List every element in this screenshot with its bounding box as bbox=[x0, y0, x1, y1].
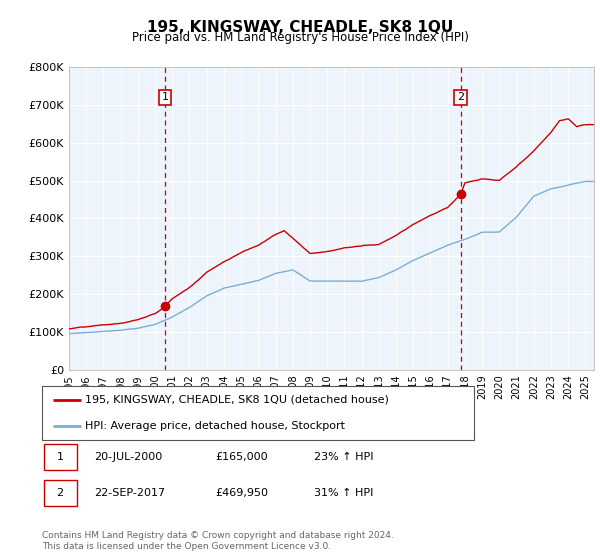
Text: 2: 2 bbox=[457, 92, 464, 102]
Text: 1: 1 bbox=[161, 92, 169, 102]
Text: 195, KINGSWAY, CHEADLE, SK8 1QU (detached house): 195, KINGSWAY, CHEADLE, SK8 1QU (detache… bbox=[85, 395, 389, 405]
Text: Contains HM Land Registry data © Crown copyright and database right 2024.: Contains HM Land Registry data © Crown c… bbox=[42, 531, 394, 540]
FancyBboxPatch shape bbox=[42, 386, 474, 440]
Text: 1: 1 bbox=[56, 452, 64, 462]
Text: 23% ↑ HPI: 23% ↑ HPI bbox=[314, 452, 374, 462]
Text: 22-SEP-2017: 22-SEP-2017 bbox=[94, 488, 165, 498]
Text: This data is licensed under the Open Government Licence v3.0.: This data is licensed under the Open Gov… bbox=[42, 542, 331, 551]
Text: 195, KINGSWAY, CHEADLE, SK8 1QU: 195, KINGSWAY, CHEADLE, SK8 1QU bbox=[147, 20, 453, 35]
FancyBboxPatch shape bbox=[44, 444, 77, 470]
FancyBboxPatch shape bbox=[44, 480, 77, 506]
Text: Price paid vs. HM Land Registry's House Price Index (HPI): Price paid vs. HM Land Registry's House … bbox=[131, 31, 469, 44]
Text: £165,000: £165,000 bbox=[215, 452, 268, 462]
Text: HPI: Average price, detached house, Stockport: HPI: Average price, detached house, Stoc… bbox=[85, 421, 345, 431]
Text: £469,950: £469,950 bbox=[215, 488, 268, 498]
Text: 31% ↑ HPI: 31% ↑ HPI bbox=[314, 488, 374, 498]
Text: 20-JUL-2000: 20-JUL-2000 bbox=[94, 452, 162, 462]
Text: 2: 2 bbox=[56, 488, 64, 498]
